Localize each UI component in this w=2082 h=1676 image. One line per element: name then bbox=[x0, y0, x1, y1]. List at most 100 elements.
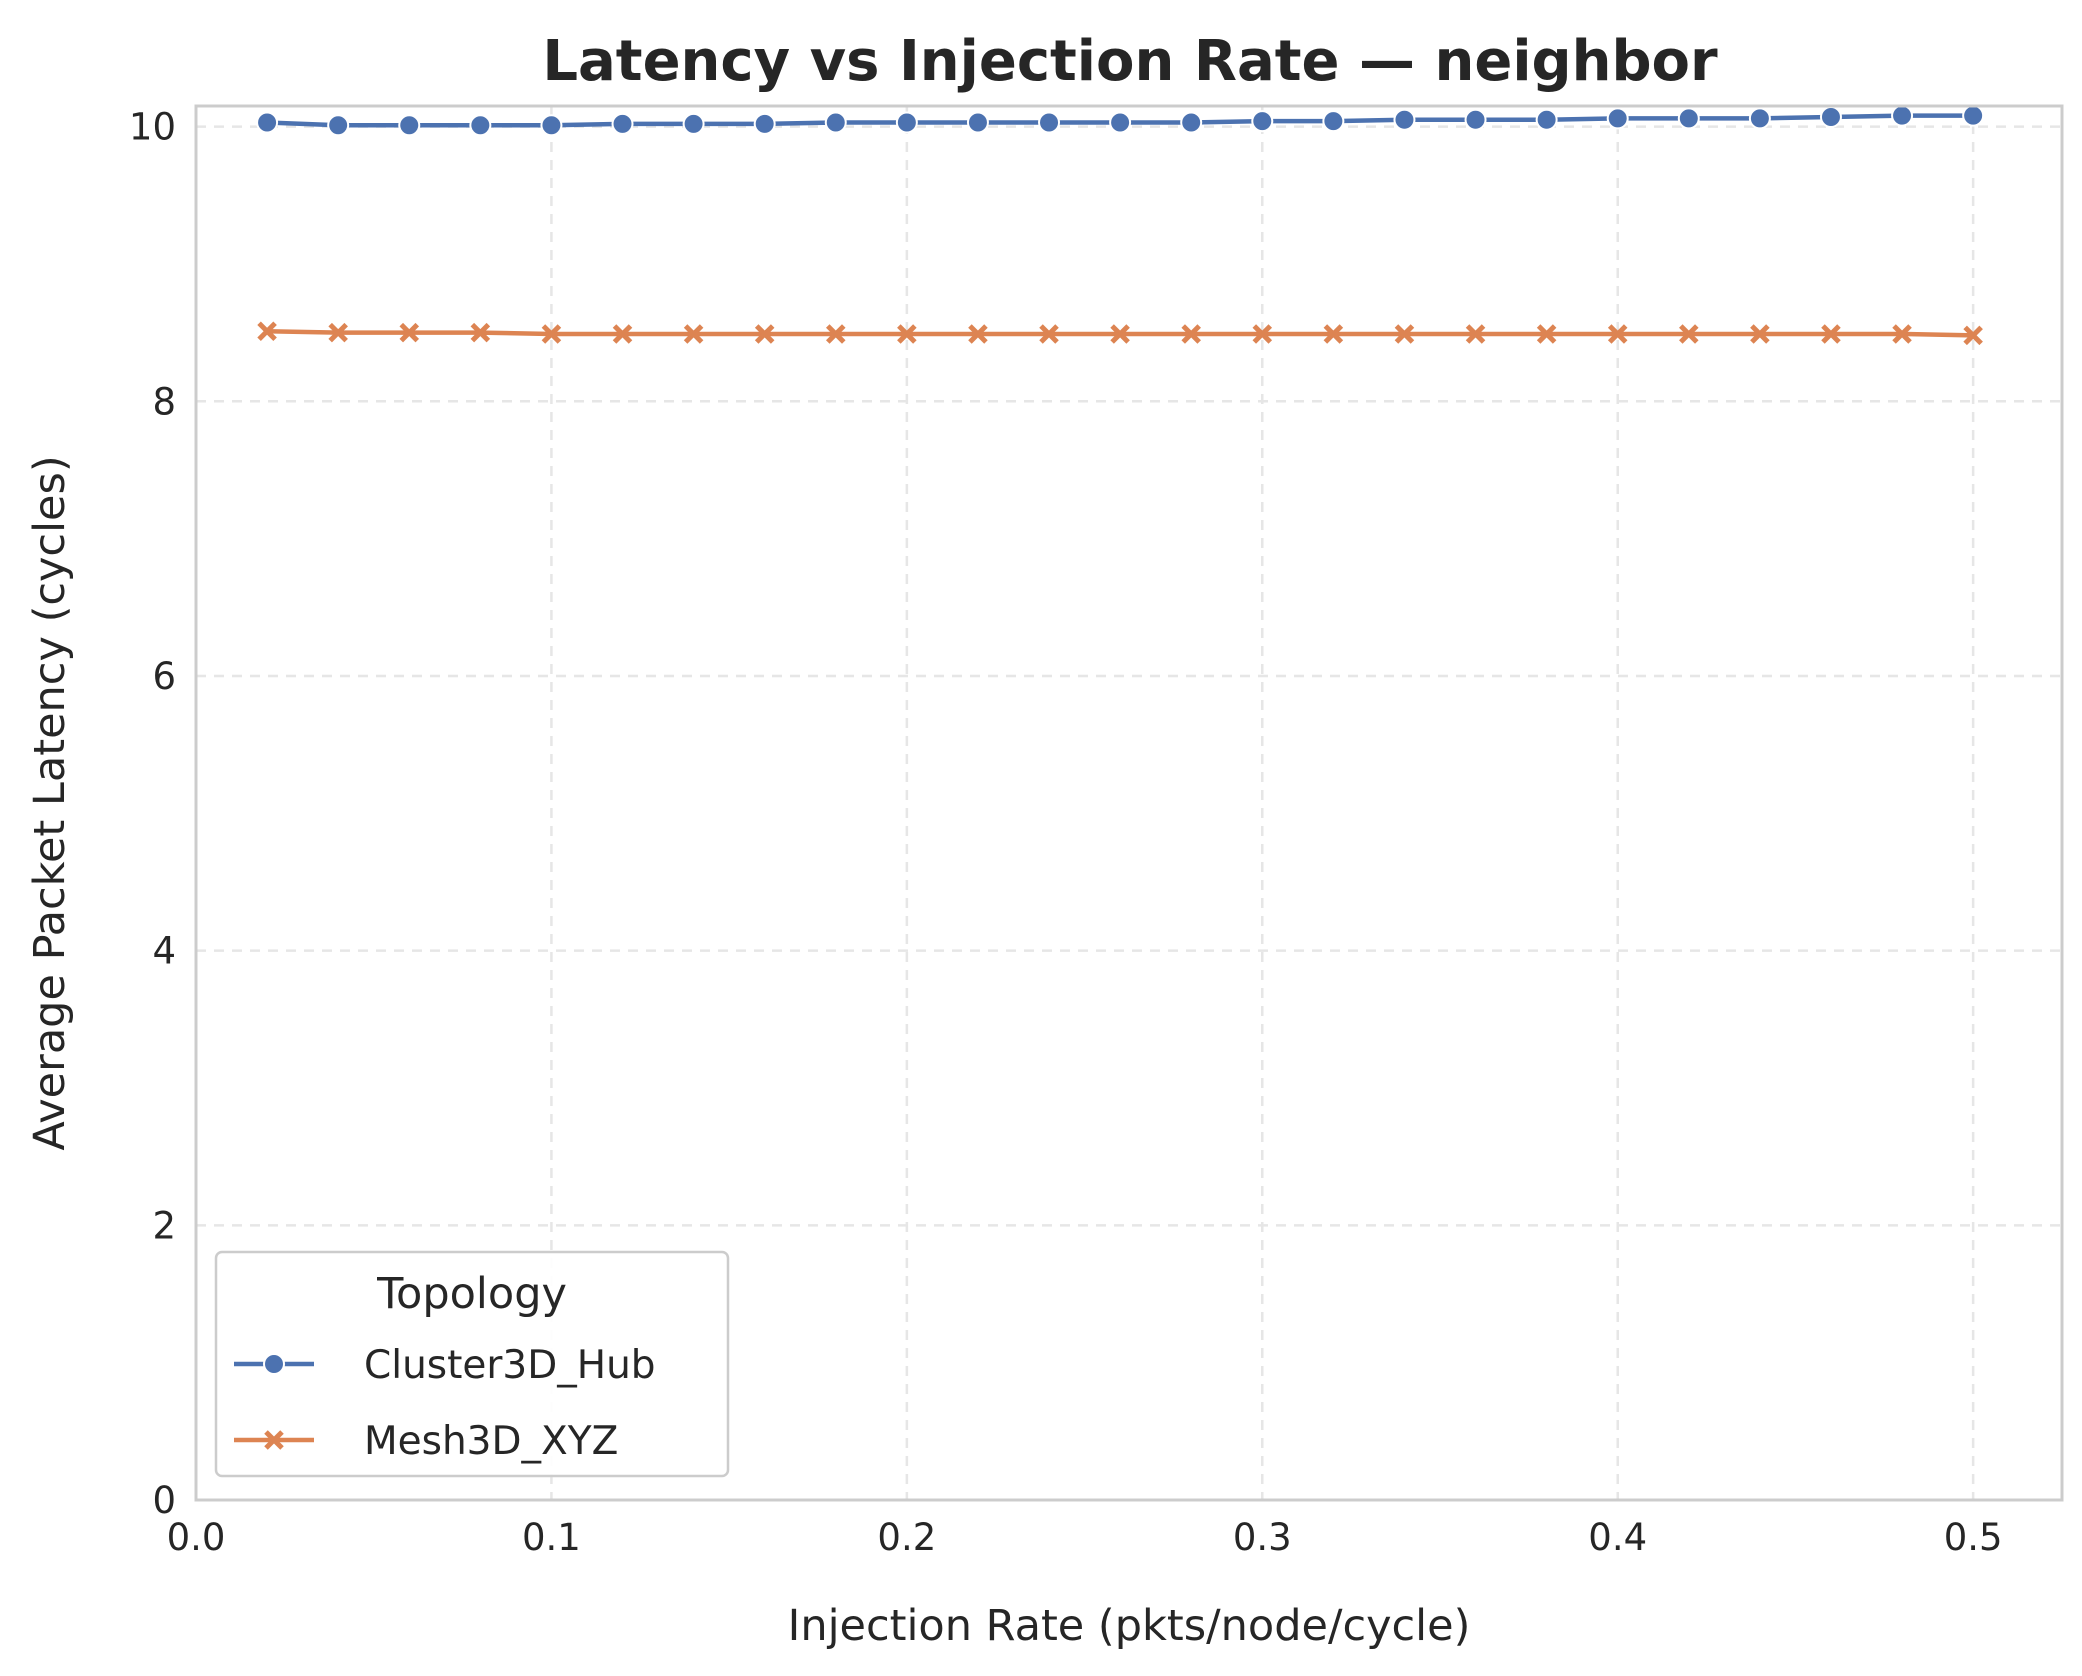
data-point bbox=[1181, 324, 1201, 344]
data-point bbox=[1251, 110, 1274, 133]
data-point bbox=[398, 114, 421, 137]
data-point bbox=[470, 322, 491, 343]
legend-box bbox=[214, 1250, 730, 1478]
data-point bbox=[1607, 324, 1628, 344]
data-point bbox=[682, 112, 705, 135]
data-point bbox=[1465, 324, 1486, 344]
data-point bbox=[753, 112, 776, 135]
x-marker-stroke bbox=[1181, 324, 1201, 344]
data-point bbox=[256, 111, 279, 134]
legend-label: Cluster3D_Hub bbox=[364, 1343, 656, 1388]
data-point bbox=[611, 112, 634, 135]
data-point bbox=[1039, 324, 1059, 344]
x-axis-label: Injection Rate (pkts/node/cycle) bbox=[788, 1601, 1471, 1651]
series-mesh3d-xyz bbox=[257, 321, 1983, 346]
data-point bbox=[1464, 108, 1487, 131]
data-point bbox=[1536, 324, 1557, 344]
data-point bbox=[1252, 324, 1273, 344]
data-point bbox=[1679, 324, 1699, 344]
legend-entry-cluster3d-hub: Cluster3D_Hub bbox=[234, 1343, 656, 1388]
y-tick-label: 2 bbox=[152, 1204, 176, 1247]
data-point bbox=[469, 114, 492, 137]
y-axis-label: Average Packet Latency (cycles) bbox=[25, 455, 75, 1150]
x-marker-stroke bbox=[1252, 324, 1273, 344]
y-tick-label: 8 bbox=[152, 380, 176, 423]
x-marker-stroke bbox=[1394, 324, 1415, 344]
data-point bbox=[1891, 104, 1914, 127]
x-marker-stroke bbox=[968, 324, 988, 344]
x-marker-stroke bbox=[826, 324, 846, 344]
x-marker-stroke bbox=[897, 324, 917, 344]
data-point bbox=[1821, 324, 1841, 344]
y-tick-label: 4 bbox=[152, 930, 176, 973]
data-point bbox=[966, 111, 989, 134]
legend-marker bbox=[263, 1353, 285, 1375]
data-point bbox=[1535, 108, 1558, 131]
x-tick-label: 0.0 bbox=[167, 1516, 226, 1559]
chart-title: Latency vs Injection Rate — neighbor bbox=[542, 29, 1718, 94]
data-point bbox=[1892, 324, 1912, 344]
x-marker-stroke bbox=[1039, 324, 1059, 344]
x-tick-label: 0.1 bbox=[522, 1516, 581, 1559]
x-marker-stroke bbox=[683, 324, 704, 344]
y-tick-label: 10 bbox=[129, 106, 176, 149]
x-marker-stroke bbox=[1750, 324, 1770, 344]
x-marker-stroke bbox=[1892, 324, 1912, 344]
legend-title: Topology bbox=[376, 1269, 567, 1319]
data-point bbox=[824, 111, 847, 134]
plot-area-frame bbox=[194, 104, 2064, 1502]
data-point bbox=[1393, 108, 1416, 131]
x-marker-stroke bbox=[1821, 324, 1841, 344]
data-point bbox=[1819, 105, 1842, 128]
data-point bbox=[968, 324, 988, 344]
x-marker-stroke bbox=[754, 324, 775, 344]
data-point bbox=[1394, 324, 1415, 344]
data-point bbox=[1748, 107, 1771, 130]
data-point bbox=[1110, 324, 1130, 344]
x-marker-stroke bbox=[612, 324, 633, 344]
legend-label: Mesh3D_XYZ bbox=[364, 1419, 618, 1464]
x-marker-stroke bbox=[1323, 324, 1344, 344]
data-point bbox=[540, 114, 563, 137]
legend-entry-mesh3d-xyz: Mesh3D_XYZ bbox=[234, 1419, 618, 1464]
axis-ticks: 0.0 0.1 0.2 0.3 0.4 0.5 0 2 4 6 8 10 bbox=[129, 106, 2003, 1559]
data-point bbox=[683, 324, 704, 344]
x-marker-stroke bbox=[1607, 324, 1628, 344]
data-point bbox=[257, 321, 277, 342]
x-tick-label: 0.4 bbox=[1588, 1516, 1647, 1559]
data-point bbox=[1323, 324, 1344, 344]
data-point bbox=[1962, 104, 1985, 127]
data-point bbox=[1180, 111, 1203, 134]
series-cluster3d-hub bbox=[256, 104, 1985, 137]
x-marker-stroke bbox=[328, 322, 348, 343]
legend: Topology Cluster3D_Hub Mesh3D_XYZ bbox=[214, 1250, 730, 1478]
data-point bbox=[327, 114, 350, 137]
x-marker-stroke bbox=[264, 1430, 284, 1450]
x-tick-label: 0.3 bbox=[1233, 1516, 1292, 1559]
x-marker-stroke bbox=[257, 321, 277, 342]
data-point bbox=[1606, 107, 1629, 130]
data-point bbox=[399, 322, 420, 343]
data-point bbox=[1963, 325, 1983, 346]
x-marker-stroke bbox=[470, 322, 491, 343]
data-point bbox=[328, 322, 348, 343]
y-tick-label: 0 bbox=[152, 1479, 176, 1522]
data-point bbox=[1750, 324, 1770, 344]
data-point bbox=[1109, 111, 1132, 134]
data-point bbox=[897, 324, 917, 344]
x-marker-stroke bbox=[1465, 324, 1486, 344]
data-point bbox=[1677, 107, 1700, 130]
x-marker-stroke bbox=[1110, 324, 1130, 344]
x-marker-stroke bbox=[1963, 325, 1983, 346]
data-point bbox=[754, 324, 775, 344]
series-lines bbox=[256, 104, 1985, 346]
data-point bbox=[612, 324, 633, 344]
y-tick-label: 6 bbox=[152, 655, 176, 698]
data-point bbox=[1038, 111, 1061, 134]
x-tick-label: 0.2 bbox=[877, 1516, 936, 1559]
x-tick-label: 0.5 bbox=[1944, 1516, 2003, 1559]
x-marker-stroke bbox=[1679, 324, 1699, 344]
data-point bbox=[826, 324, 846, 344]
